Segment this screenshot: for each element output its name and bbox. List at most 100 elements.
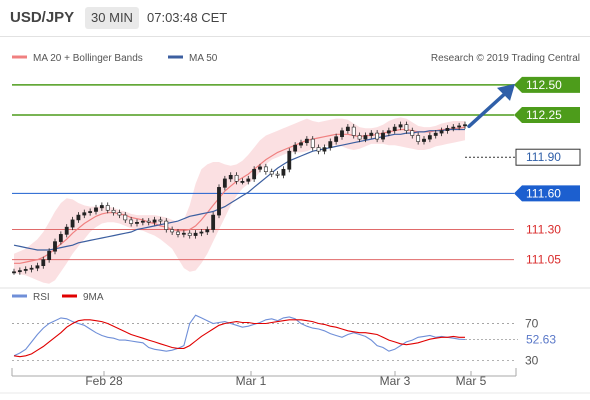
price-candle — [445, 125, 450, 134]
moving-averages-layer — [13, 126, 466, 264]
candle-body — [211, 214, 216, 230]
candle-body — [240, 181, 245, 183]
price-candle — [94, 204, 98, 215]
price-candle — [181, 230, 186, 238]
price-candle — [170, 226, 175, 235]
price-candle — [228, 172, 233, 182]
price-candle — [328, 138, 333, 151]
price-candle — [117, 209, 122, 219]
price-candle — [293, 142, 298, 155]
price-candle — [17, 267, 22, 275]
level-tag-112-50 — [514, 76, 580, 93]
candle-body — [187, 232, 192, 236]
level-label-111-30: 111.30 — [526, 223, 561, 237]
price-candle — [41, 256, 46, 269]
symbol-label: USD/JPY — [10, 9, 75, 26]
candle-body — [193, 232, 198, 236]
price-candle — [451, 124, 456, 132]
x-tick-label: Mar 1 — [236, 374, 267, 388]
projection-arrow-shaft — [467, 89, 510, 129]
candle-body — [146, 220, 151, 223]
candle-body — [340, 130, 344, 138]
candle-body — [41, 259, 46, 267]
candle-body — [123, 214, 128, 221]
candle-body — [310, 138, 315, 148]
candle-body — [258, 166, 262, 170]
price-candle — [275, 171, 280, 179]
price-candle — [12, 268, 16, 275]
candle-body — [392, 126, 397, 131]
level-label-112-50: 112.50 — [526, 78, 562, 92]
candle-body — [53, 241, 57, 252]
candle-body — [375, 132, 380, 140]
rsi-9ma-line — [13, 319, 465, 358]
candle-body — [351, 126, 356, 136]
candle-body — [422, 138, 426, 142]
legend-label-ma50: MA 50 — [189, 53, 218, 64]
price-candle — [269, 168, 274, 178]
candle-body — [281, 168, 286, 176]
price-candle — [99, 202, 104, 211]
price-candle — [439, 127, 444, 137]
candle-body — [345, 126, 350, 131]
rsi-last-value: 52.63 — [526, 332, 556, 346]
price-candle — [258, 163, 262, 173]
timestamp-label: 07:03:48 CET — [147, 10, 228, 25]
candle-body — [82, 212, 87, 216]
price-candle — [152, 216, 157, 226]
price-candle — [158, 216, 163, 225]
timeframe-badge[interactable]: 30 MIN — [85, 7, 139, 29]
candle-body — [451, 126, 456, 129]
price-candle — [82, 209, 87, 219]
price-candle — [123, 212, 128, 223]
candle-body — [111, 209, 116, 213]
price-candle — [363, 132, 368, 143]
price-candle — [340, 127, 344, 140]
candle-body — [334, 136, 339, 142]
legend-layer: MA 20 + Bollinger Bands MA 50 Research ©… — [12, 53, 580, 303]
candle-body — [17, 270, 22, 273]
candle-body — [416, 135, 421, 142]
candle-body — [76, 214, 81, 221]
candle-body — [457, 125, 462, 128]
candle-body — [140, 220, 145, 223]
price-candle — [410, 127, 415, 139]
last-price-label: 111.90 — [526, 150, 561, 164]
candle-body — [252, 168, 257, 180]
price-candle — [351, 124, 356, 139]
price-candle — [135, 219, 139, 227]
candle-body — [64, 226, 69, 235]
candle-body — [170, 229, 175, 233]
price-candle — [140, 218, 145, 226]
candle-body — [427, 135, 432, 140]
x-axis: Feb 28 Mar 1 Mar 3 Mar 5 — [0, 368, 590, 394]
price-candle — [252, 166, 257, 182]
candle-body — [369, 132, 374, 136]
price-candles-layer — [12, 121, 467, 275]
candle-body — [158, 219, 163, 222]
candle-body — [234, 174, 239, 182]
candle-body — [433, 132, 438, 136]
price-candle — [263, 163, 268, 175]
price-candle — [64, 224, 69, 238]
price-candle — [299, 139, 303, 149]
candle-body — [94, 207, 98, 212]
candle-body — [129, 219, 134, 224]
price-candle — [53, 238, 57, 255]
candle-body — [152, 219, 157, 223]
candle-body — [228, 174, 233, 180]
price-candle — [345, 124, 350, 134]
candle-body — [386, 130, 391, 134]
price-candle — [58, 231, 63, 245]
price-candle — [70, 216, 75, 231]
price-candle — [187, 230, 192, 239]
level-label-112-25: 112.25 — [526, 108, 562, 122]
candle-body — [222, 178, 227, 188]
candle-body — [304, 138, 309, 144]
price-candle — [416, 132, 421, 145]
price-candle — [47, 248, 52, 263]
candle-body — [58, 234, 63, 242]
candle-body — [381, 132, 385, 140]
price-candle — [357, 132, 362, 143]
